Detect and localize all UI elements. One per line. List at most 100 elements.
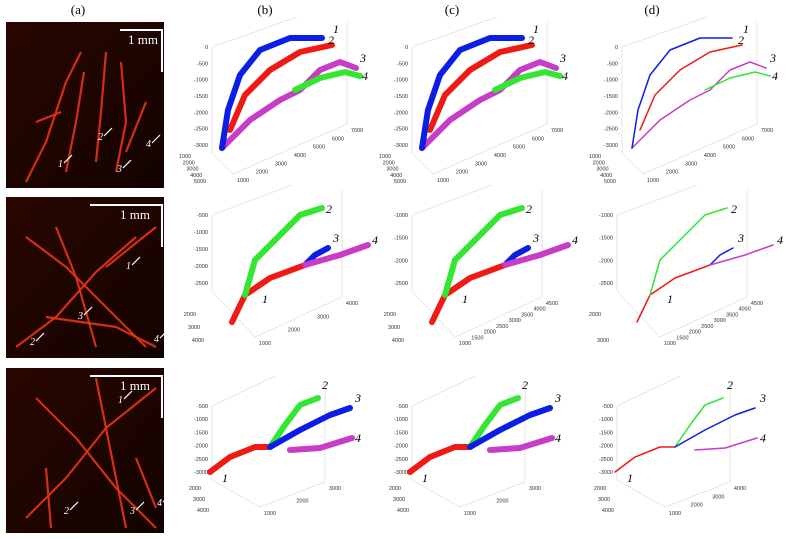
vessel [45,315,157,348]
curve-label: 2 [326,202,332,216]
vessel-curve [407,444,473,475]
curve-label: 2 [738,33,744,47]
plot-3d: -500 -1000 -1500 -2000 -2500 -3000 2000 3000 400… [189,375,361,517]
curve-label: 2 [522,378,528,392]
x-tick-label: 2000 [691,503,703,509]
vessel-curve [631,61,767,149]
column-label: (b) [257,2,272,17]
scale-bar [90,375,163,418]
z-tick-label: -1500 [599,236,613,242]
vessel-label: 2 [64,506,69,517]
z-tick-label: -2500 [194,457,208,463]
arrow [35,332,45,342]
y-tick-label: 4000 [192,338,204,344]
z-tick-label: -1000 [194,78,208,84]
vessel [94,51,108,163]
z-tick-label: -3000 [394,470,408,476]
curve-label: 2 [322,378,328,392]
vessel-curve [614,446,676,473]
y-tick-label: 3000 [598,497,610,503]
vessel [25,387,157,519]
vessel-curve [219,35,325,151]
vessel [114,61,128,173]
z-tick-label: -1500 [599,430,613,436]
vessel-curve [267,405,353,450]
x-tick-label: 3000 [275,161,287,167]
vessel [25,51,82,183]
vessel [44,467,53,529]
x-tick-label: 6000 [332,136,344,142]
scale-label: 1 mm [128,32,158,47]
x-tick-label: 4000 [533,307,545,313]
vessel-curve [492,69,563,93]
z-tick-label: -500 [197,61,208,67]
arrow [122,159,132,169]
x-tick-label: 1000 [664,341,676,347]
z-tick-label: -1000 [604,78,618,84]
curve-label: 3 [332,231,339,245]
x-tick-label: 4000 [738,307,750,313]
x-tick-label: 5000 [313,145,325,151]
vessel-label: 1 [126,261,131,272]
y-tick-label: 4000 [602,508,614,514]
vessel-label: 2 [30,337,35,348]
x-tick-label: 2000 [496,499,508,505]
y-tick-label: 4000 [397,508,409,514]
x-tick-label: 3000 [509,318,521,324]
x-tick-label: 4000 [294,153,306,159]
x-tick-label: 1000 [669,511,681,517]
scale-label: 1 mm [120,207,150,222]
x-tick-label: 4000 [704,153,716,159]
curve-label: 2 [526,202,532,216]
image-panel: 1 mm 1 2 3 4 [6,197,169,358]
curve-label: 1 [333,22,339,36]
curve-label: 1 [222,471,228,485]
vessel-curve [227,42,335,133]
z-tick-label: -2000 [394,110,408,116]
z-tick-label: -500 [197,404,208,410]
curve-label: 1 [743,22,749,36]
x-tick-label: 1000 [464,511,476,517]
x-tick-label: 1000 [437,178,449,184]
vessel [94,377,128,529]
vessel-curve [427,42,535,133]
curve-label: 3 [769,51,776,65]
curve-label: 3 [532,231,539,245]
vessel-curve [207,444,273,475]
vessel [64,71,86,173]
x-tick-label: 4500 [751,301,763,307]
z-tick-label: -1500 [194,94,208,100]
curve-label: 4 [372,233,378,247]
image-panel: 1 mm 1 2 3 4 [6,22,164,188]
y-tick-label: 3000 [188,325,200,331]
y-tick-label: 3000 [193,497,205,503]
vessel-curve [694,437,758,451]
y-tick-label: 2000 [389,486,401,492]
vessel [35,110,62,124]
x-tick-label: 2000 [288,328,300,334]
z-tick-label: -3000 [194,143,208,149]
x-tick-label: 4000 [346,301,358,307]
x-tick-label: 2000 [666,170,678,176]
x-tick-label: 2000 [296,499,308,505]
curve-label: 2 [328,33,334,47]
z-tick-label: -2000 [394,258,408,264]
z-tick-label: -2500 [194,127,208,133]
curve-label: 1 [667,292,673,306]
microscopy-image [6,197,164,358]
x-tick-label: 1000 [259,341,271,347]
y-tick-label: 4000 [197,508,209,514]
vessel-label: 3 [129,506,135,517]
arrow [103,127,113,137]
vessel-curve [709,244,774,266]
x-tick-label: 7000 [551,128,563,134]
vessel-label: 4 [146,139,151,150]
z-tick-label: -1500 [394,236,408,242]
vessel-label: 4 [154,334,159,345]
vessel-curve [487,435,555,453]
y-tick-label: 2000 [594,486,606,492]
y-tick-label: 2000 [384,312,396,318]
z-tick-label: -500 [602,404,613,410]
